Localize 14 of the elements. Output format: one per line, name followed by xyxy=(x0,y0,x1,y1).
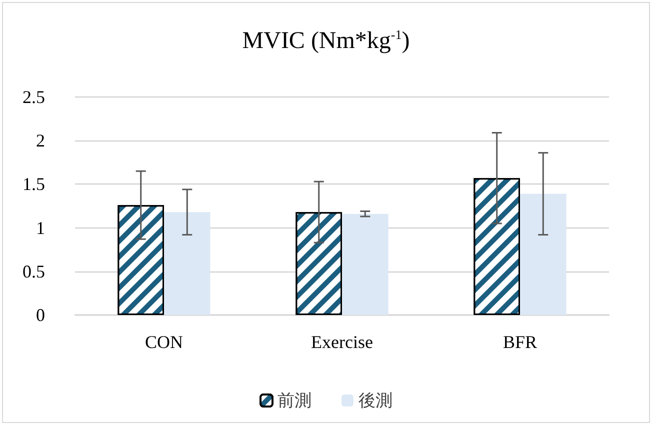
x-tick-label: BFR xyxy=(502,332,538,352)
bar xyxy=(520,194,566,315)
bar xyxy=(164,212,210,315)
y-tick-label: 0 xyxy=(36,305,45,325)
y-tick-label: 2.5 xyxy=(22,87,45,107)
y-tick-label: 0.5 xyxy=(22,261,45,282)
legend-label: 後測 xyxy=(358,391,392,410)
y-tick-label: 2 xyxy=(36,130,45,151)
legend-label: 前測 xyxy=(278,391,312,410)
bar xyxy=(342,214,388,315)
y-tick-label: 1 xyxy=(36,218,45,238)
x-tick-label: CON xyxy=(144,332,184,352)
y-tick-label: 1.5 xyxy=(22,174,45,194)
x-tick-label: Exercise xyxy=(311,332,373,352)
